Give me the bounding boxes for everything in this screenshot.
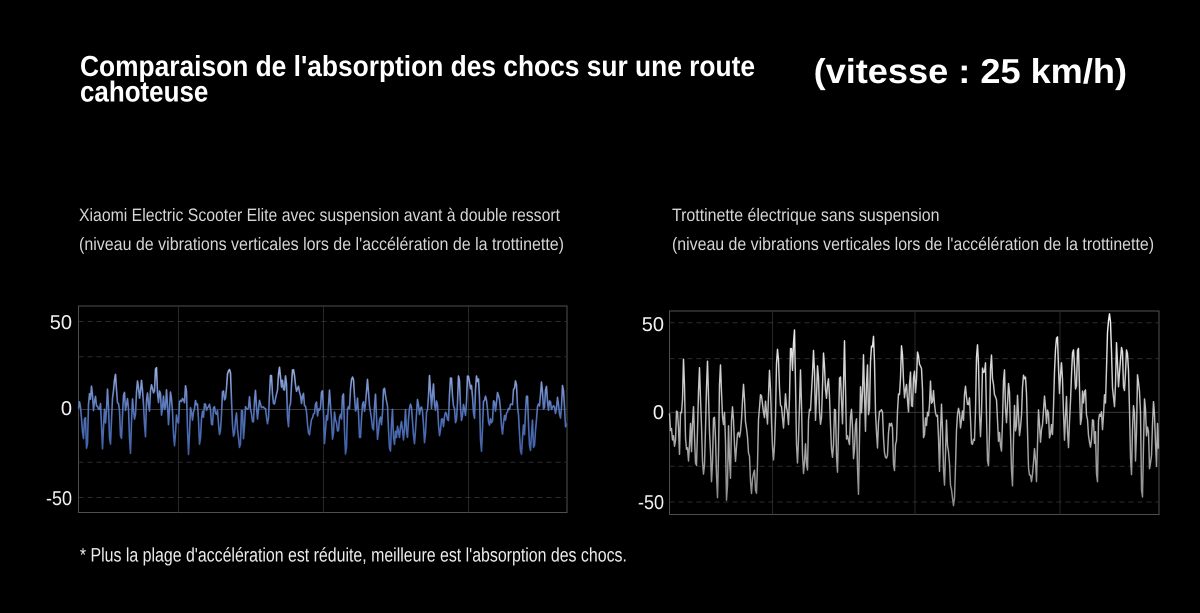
svg-text:* Plus la plage d'accélération: * Plus la plage d'accélération est rédui… — [80, 545, 627, 567]
svg-text:0: 0 — [653, 402, 664, 424]
svg-text:cahoteuse: cahoteuse — [80, 77, 208, 109]
svg-text:50: 50 — [642, 314, 664, 336]
svg-text:(vitesse : 25 km/h): (vitesse : 25 km/h) — [814, 53, 1127, 91]
svg-text:-50: -50 — [46, 488, 72, 510]
svg-text:0: 0 — [61, 398, 72, 420]
svg-text:50: 50 — [50, 312, 72, 334]
svg-text:Comparaison de l'absorption de: Comparaison de l'absorption des chocs su… — [80, 51, 755, 83]
svg-text:-50: -50 — [638, 492, 664, 514]
svg-text:Xiaomi Electric Scooter Elite: Xiaomi Electric Scooter Elite avec suspe… — [79, 205, 560, 225]
svg-text:(niveau de vibrations vertical: (niveau de vibrations verticales lors de… — [672, 234, 1154, 254]
svg-text:Trottinette électrique sans su: Trottinette électrique sans suspension — [672, 205, 940, 225]
svg-text:(niveau de vibrations vertical: (niveau de vibrations verticales lors de… — [79, 234, 564, 254]
